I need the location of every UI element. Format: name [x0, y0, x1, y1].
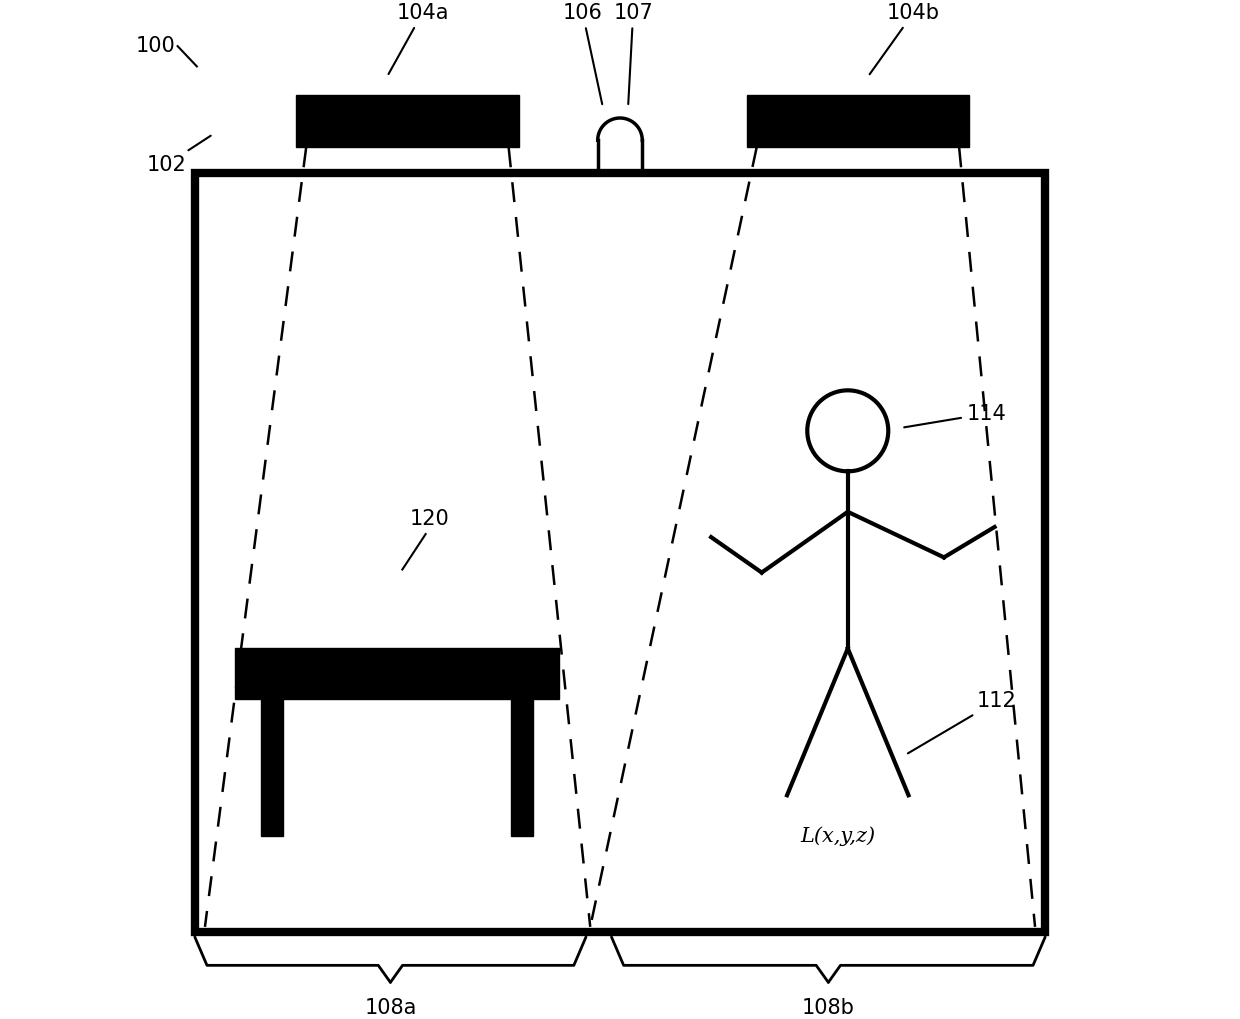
Text: 112: 112: [908, 691, 1017, 753]
Text: 108a: 108a: [365, 998, 417, 1018]
Bar: [195, 172, 1045, 932]
Text: 107: 107: [614, 3, 653, 104]
Text: 104a: 104a: [388, 3, 449, 74]
Bar: [262, 699, 284, 836]
Bar: [236, 648, 559, 699]
Bar: [296, 95, 518, 148]
Text: 120: 120: [409, 508, 449, 529]
Text: 104b: 104b: [869, 3, 940, 74]
Text: 100: 100: [136, 36, 176, 56]
Bar: [746, 95, 970, 148]
Text: 106: 106: [563, 3, 603, 104]
Text: 114: 114: [904, 404, 1007, 427]
Text: 102: 102: [146, 136, 211, 174]
Text: L(x,y,z): L(x,y,z): [800, 826, 875, 846]
Text: 108b: 108b: [802, 998, 854, 1018]
Bar: [511, 699, 533, 836]
